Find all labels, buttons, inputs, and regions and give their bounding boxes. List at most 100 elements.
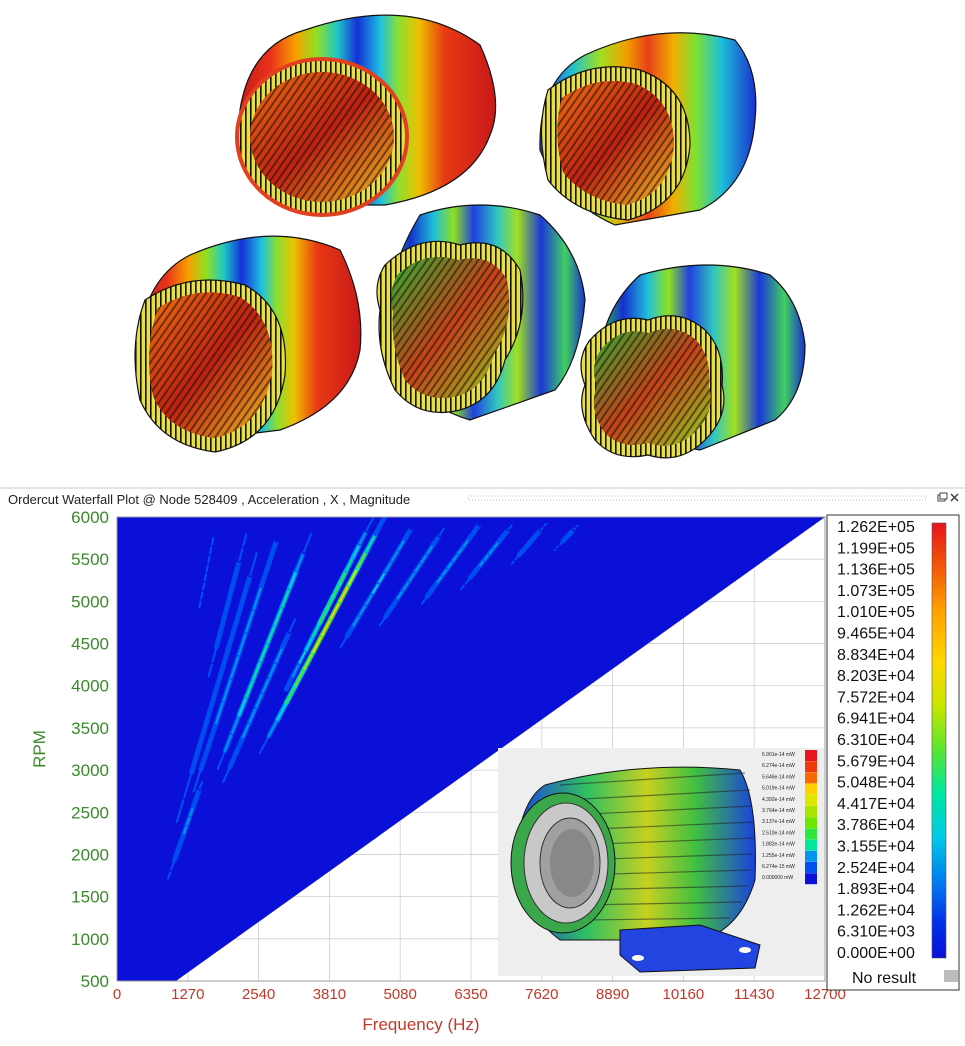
- order-line-core: [260, 561, 271, 587]
- stator-mode-2: [539, 32, 757, 226]
- x-tick-label: 2540: [242, 986, 275, 1003]
- inset-legend-value: 6.274e-15 mW: [762, 864, 795, 870]
- plot-window: Ordercut Waterfall Plot @ Node 528409 , …: [0, 487, 965, 1046]
- x-tick-label: 0: [113, 986, 121, 1003]
- order-line-78: [498, 517, 555, 579]
- order-line-core: [248, 705, 258, 723]
- inset-legend-value: 6.274e-14 mW: [762, 763, 795, 769]
- order-line-core: [215, 781, 225, 799]
- order-line-core: [478, 517, 486, 526]
- heatmap-region: [117, 517, 825, 981]
- order-line-24: [194, 517, 254, 722]
- y-tick-label: 1500: [71, 888, 109, 907]
- order-line-core: [241, 573, 252, 601]
- inset-legend-value: 6.901e-14 mW: [762, 752, 795, 758]
- order-line-48: [257, 517, 388, 756]
- inset-legend-value: 3.764e-14 mW: [762, 808, 795, 814]
- order-line-core: [202, 769, 208, 781]
- order-line-core: [214, 517, 219, 528]
- order-line-core: [238, 695, 248, 716]
- order-line-core: [294, 667, 306, 687]
- order-line-core: [266, 623, 277, 644]
- order-line-core: [252, 659, 262, 680]
- legend-value: 9.465E+04: [837, 626, 915, 643]
- legend-value: 6.941E+04: [837, 711, 915, 728]
- x-tick-label: 10160: [663, 986, 705, 1003]
- order-line-core: [547, 517, 553, 523]
- order-line-core: [175, 796, 186, 823]
- legend-value: 1.262E+05: [837, 519, 915, 536]
- order-line-72: [448, 517, 521, 604]
- order-line-core: [252, 584, 263, 610]
- stator-mode-1: [235, 14, 497, 217]
- order-line-core: [183, 771, 193, 799]
- inset-motor-render: 6.901e-14 mW 6.274e-14 mW 5.646e-14 mW 5.01…: [498, 748, 824, 976]
- order-line-core: [512, 517, 520, 525]
- inset-legend-swatch: [805, 873, 817, 885]
- order-line-core: [275, 517, 286, 541]
- legend-value: 6.310E+03: [837, 924, 915, 941]
- legend-value: 1.262E+04: [837, 902, 915, 919]
- order-line-core: [302, 532, 313, 553]
- order-line-core: [365, 532, 377, 552]
- legend-value: 5.048E+04: [837, 775, 915, 792]
- inset-legend-value: 2.510e-14 mW: [762, 830, 795, 836]
- order-line-54: [325, 517, 421, 672]
- x-tick-label: 3810: [313, 986, 346, 1003]
- order-line-core: [219, 647, 230, 675]
- order-line-core: [230, 653, 240, 679]
- inset-legend-value: 5.646e-14 mW: [762, 774, 795, 780]
- order-line-core: [177, 813, 187, 839]
- restore-icon[interactable]: [937, 492, 948, 502]
- y-tick-label: 5500: [71, 550, 109, 569]
- legend-labels: 1.262E+05 1.199E+05 1.136E+05 1.073E+05 1.01…: [837, 519, 915, 962]
- inset-legend-value: 1.882e-14 mW: [762, 842, 795, 848]
- legend-value: 8.203E+04: [837, 668, 915, 685]
- order-line-core: [295, 550, 305, 572]
- order-line-core: [410, 517, 420, 529]
- close-icon[interactable]: [950, 493, 959, 502]
- order-line-core: [268, 660, 278, 678]
- inset-legend-value: 1.255e-14 mW: [762, 853, 795, 859]
- stator-mode-figures: [134, 14, 806, 459]
- order-line-36: [208, 531, 314, 790]
- inset-legend-swatch: [805, 828, 817, 840]
- legend-value: 0.000E+00: [837, 945, 915, 962]
- order-line-46: [276, 517, 376, 706]
- x-tick-label: 5080: [384, 986, 417, 1003]
- order-line-core: [338, 583, 350, 603]
- order-line-66: [408, 517, 488, 621]
- order-line-core: [258, 735, 270, 755]
- order-line-40: [207, 598, 306, 815]
- x-tick-label: 1270: [171, 986, 204, 1003]
- legend-value: 4.417E+04: [837, 796, 915, 813]
- order-line-core: [192, 767, 203, 793]
- order-line-core: [237, 630, 248, 656]
- legend-value: 1.073E+05: [837, 583, 915, 600]
- order-line-core: [245, 607, 255, 633]
- order-line-core: [207, 722, 218, 747]
- order-line-core: [444, 517, 453, 528]
- valid-region: [117, 517, 825, 981]
- inset-legend-value: 5.019e-14 mW: [762, 786, 795, 792]
- order-line-core: [262, 675, 271, 693]
- stator-mode-3: [134, 235, 362, 453]
- legend-value: 2.524E+04: [837, 860, 915, 877]
- order-line-core: [168, 820, 178, 848]
- order-line-core: [281, 630, 291, 648]
- order-line-30: [175, 517, 287, 841]
- order-line-core: [200, 744, 210, 770]
- x-tick-label: 6350: [454, 986, 487, 1003]
- inset-legend-swatch: [805, 806, 817, 817]
- order-line-core: [312, 634, 324, 653]
- inset-legend-value: 3.137e-14 mW: [762, 819, 795, 825]
- y-tick-label: 6000: [71, 508, 109, 527]
- title-bar-grip[interactable]: [467, 495, 927, 501]
- legend-no-result-swatch: [944, 970, 958, 982]
- order-line-27: [159, 522, 268, 874]
- order-line-core: [374, 517, 386, 535]
- y-tick-label: 3000: [71, 761, 109, 780]
- order-line-core: [274, 605, 284, 626]
- stator-mode-5: [580, 264, 806, 459]
- legend-value: 6.310E+04: [837, 732, 915, 749]
